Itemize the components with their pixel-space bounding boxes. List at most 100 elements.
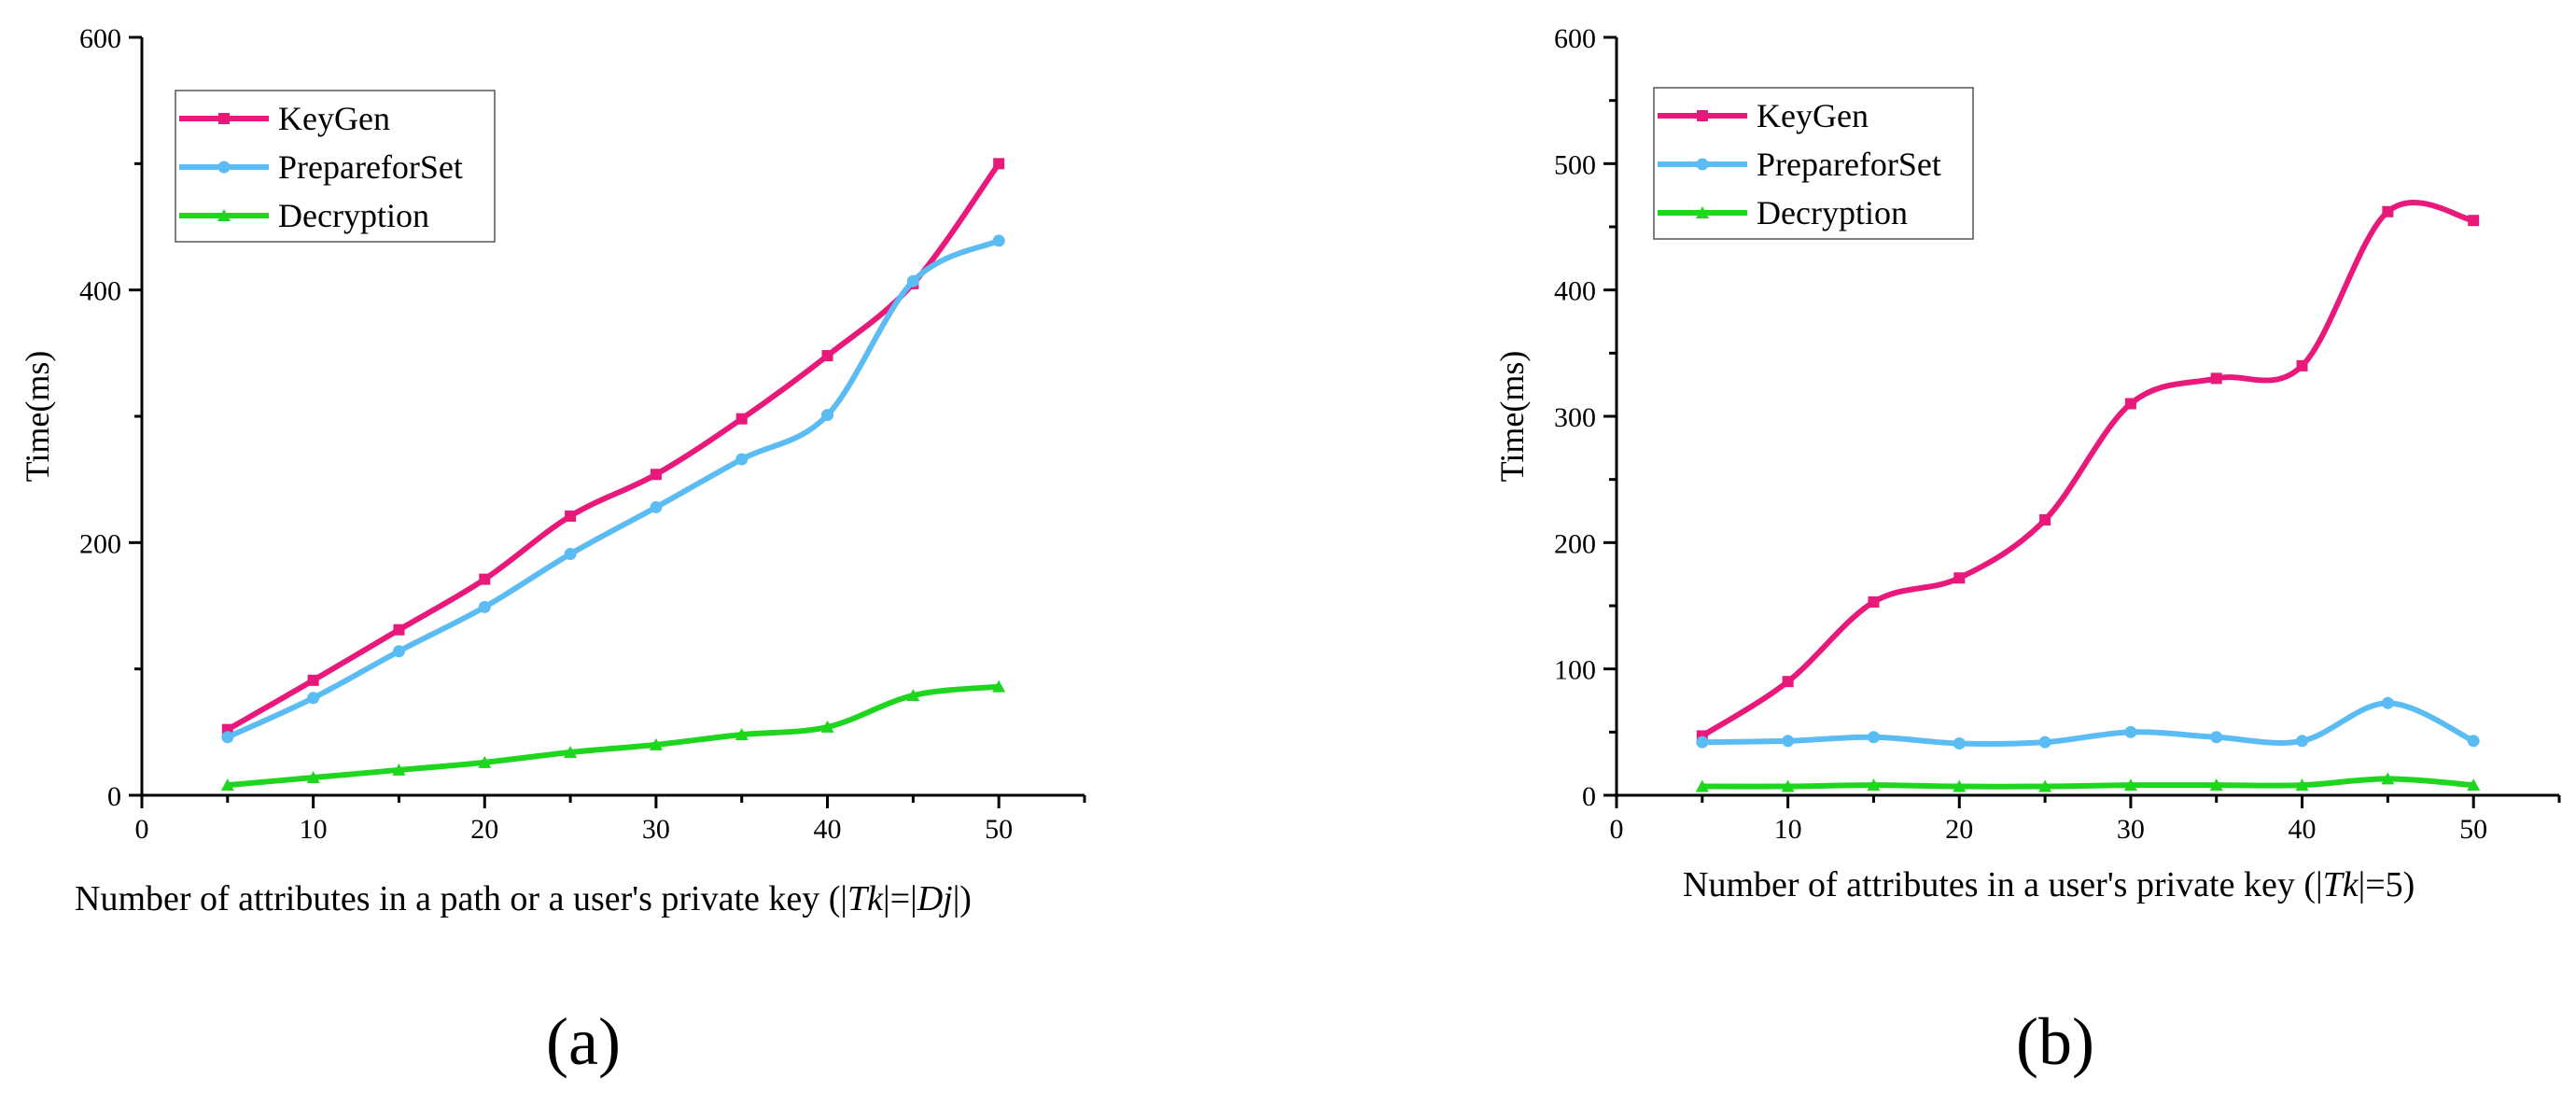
y-tick-label: 0 [1582, 781, 1596, 812]
series-keygen [221, 158, 1005, 736]
data-point [478, 600, 491, 613]
x-axis-title-part: Number of attributes in a path or a user… [75, 879, 819, 918]
y-axis-title: Time(ms) [19, 351, 56, 483]
legend-marker [217, 209, 231, 221]
series-keygen [1696, 200, 2480, 742]
data-point [307, 674, 319, 686]
data-point [1696, 736, 1709, 749]
data-point [2038, 779, 2052, 792]
x-axis-title-part: Tk [2323, 865, 2359, 904]
data-point [650, 469, 662, 481]
data-point [650, 500, 663, 513]
data-point [992, 680, 1006, 693]
y-tick-label: 200 [1554, 528, 1596, 559]
x-tick-label: 0 [1610, 814, 1624, 845]
data-point [564, 745, 578, 758]
y-tick-label: 200 [79, 528, 121, 559]
series-line [1699, 700, 2477, 748]
series-decryption [220, 680, 1006, 792]
y-tick-label: 600 [79, 23, 121, 54]
data-point [2210, 731, 2223, 744]
data-point [392, 763, 406, 776]
data-point [821, 350, 833, 362]
y-tick-label: 600 [1554, 23, 1596, 54]
x-axis-title-part: Tk [847, 879, 884, 918]
data-point [906, 274, 919, 287]
legend-label: Decryption [278, 197, 429, 234]
x-axis-title-part: Dj [917, 879, 953, 918]
data-point [2124, 398, 2136, 410]
data-point [221, 731, 234, 744]
data-point [2296, 359, 2308, 371]
x-axis-title: Number of attributes in a path or a user… [75, 879, 972, 918]
data-point [1782, 676, 1794, 688]
x-tick-label: 30 [642, 814, 670, 845]
x-tick-label: 40 [814, 814, 842, 845]
data-point [1953, 572, 1966, 584]
data-point [307, 692, 320, 705]
panel-label: (a) [546, 1004, 621, 1079]
data-point [2381, 772, 2395, 785]
series-decryption [1695, 772, 2481, 792]
data-point [1867, 778, 1881, 792]
data-point [1782, 735, 1795, 748]
x-tick-label: 10 [1774, 814, 1802, 845]
data-point [906, 689, 920, 702]
legend-marker [1696, 158, 1709, 171]
series-line [224, 161, 1002, 733]
data-point [220, 778, 234, 792]
series-line [1699, 200, 2477, 739]
y-tick-label: 300 [1554, 402, 1596, 433]
data-point [1781, 779, 1795, 792]
y-tick-label: 100 [1554, 655, 1596, 686]
x-tick-label: 0 [135, 814, 149, 845]
data-point [2468, 215, 2480, 227]
x-tick-label: 50 [2459, 814, 2487, 845]
legend-label: PrepareforSet [1757, 146, 1941, 183]
legend: KeyGen PrepareforSet Decryption [1653, 87, 1974, 240]
data-point [564, 548, 577, 561]
x-axis-title-part: |=5) [2359, 865, 2415, 904]
data-point [2381, 696, 2394, 709]
data-point [479, 573, 491, 585]
data-point [2210, 372, 2222, 385]
x-tick-label: 20 [470, 814, 498, 845]
legend-label: KeyGen [278, 100, 390, 137]
y-tick-label: 0 [107, 781, 121, 812]
data-point [393, 624, 405, 636]
data-point [2039, 513, 2051, 525]
data-point [2038, 736, 2051, 749]
data-point [649, 737, 663, 750]
data-point [821, 409, 834, 422]
data-point [478, 755, 492, 768]
y-tick-label: 400 [1554, 276, 1596, 307]
panel-label: (b) [2016, 1004, 2094, 1079]
x-axis-title-part: (| [819, 879, 847, 918]
chart-panel-a: 0 10 20 30 40 50 0 200 400 600 Time(ms) Number of a… [19, 23, 1086, 1079]
series-line [1699, 776, 2477, 790]
legend-marker [218, 113, 230, 124]
x-tick-label: 30 [2117, 814, 2145, 845]
series-line [224, 237, 1002, 740]
data-point [306, 771, 320, 784]
data-point [735, 453, 749, 466]
data-point [1868, 596, 1880, 608]
legend-marker [1697, 110, 1708, 121]
series-prepareforset [221, 234, 1005, 744]
x-tick-label: 20 [1945, 814, 1973, 845]
series-prepareforset [1696, 696, 2480, 750]
y-tick-label: 400 [79, 276, 121, 307]
legend-marker [217, 161, 231, 174]
legend-marker [1696, 206, 1709, 218]
data-point [2123, 778, 2137, 792]
data-point [392, 645, 405, 658]
chart-panel-b: 0 10 20 30 40 500100200300400500600Time(ms)Nu… [1493, 23, 2561, 1079]
x-axis-title-part: (| [2295, 865, 2323, 904]
data-point [1695, 779, 1709, 792]
x-tick-label: 50 [985, 814, 1013, 845]
data-point [2382, 205, 2394, 217]
data-point [2124, 725, 2137, 738]
x-axis-title-part: |=| [883, 879, 917, 918]
series-line [224, 683, 1002, 789]
